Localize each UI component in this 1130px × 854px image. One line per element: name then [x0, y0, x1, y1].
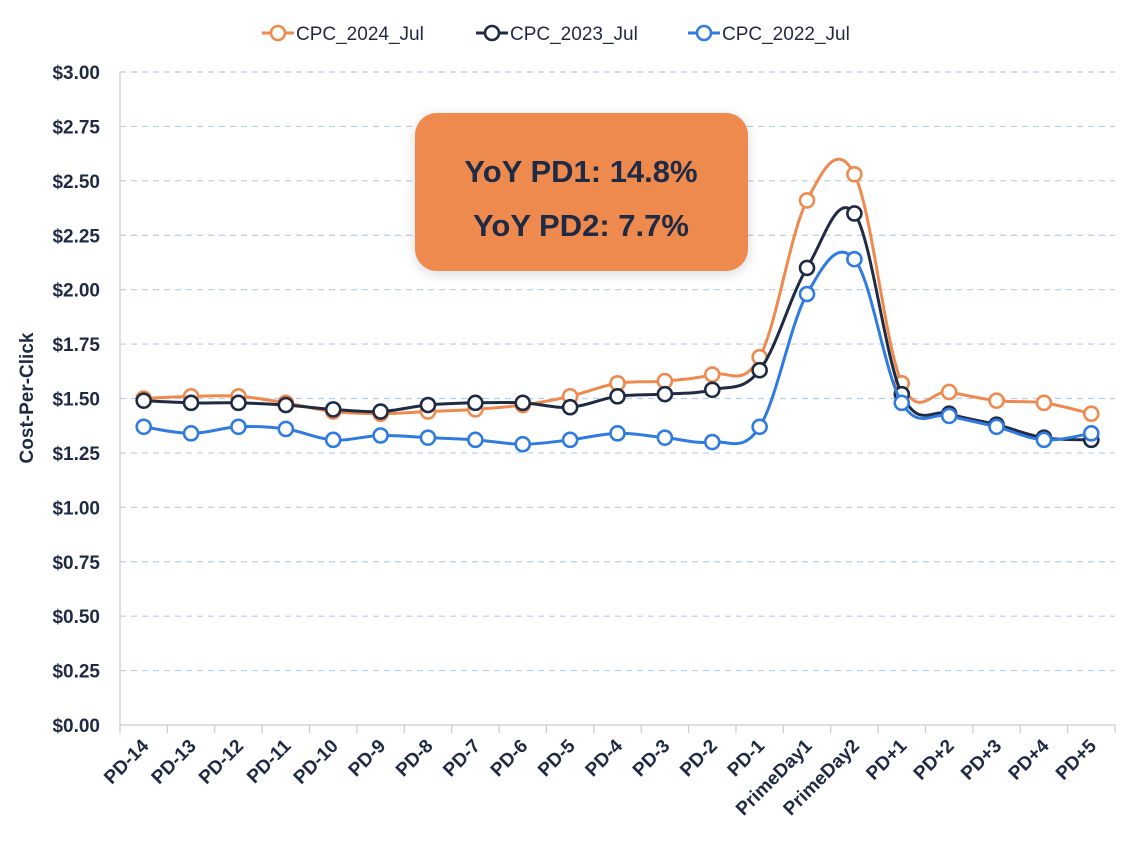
- x-tick-label: PD-8: [392, 736, 437, 781]
- data-point: [182, 394, 200, 412]
- x-tick-label: PD+1: [862, 735, 911, 784]
- x-tick-label: PD-2: [676, 736, 721, 781]
- data-point: [182, 425, 200, 442]
- x-tick-label: PD-6: [487, 736, 532, 781]
- data-point: [893, 394, 911, 412]
- legend-label: CPC_2024_Jul: [296, 24, 424, 45]
- series-line: [143, 206, 1092, 442]
- data-point: [419, 429, 437, 446]
- data-point: [940, 407, 958, 425]
- legend-item: CPC_2022_Jul: [688, 24, 850, 45]
- series-CPC_2022_Jul: [135, 250, 1100, 453]
- legend-item: CPC_2024_Jul: [262, 24, 424, 45]
- y-tick-label: $2.25: [52, 226, 100, 247]
- legend-label: CPC_2022_Jul: [722, 24, 850, 45]
- data-point: [703, 433, 721, 451]
- data-point: [846, 205, 863, 222]
- data-point: [372, 403, 389, 420]
- data-point: [277, 396, 295, 414]
- data-point: [703, 366, 721, 383]
- legend-marker: [483, 24, 501, 42]
- data-point: [467, 394, 484, 412]
- x-tick-label: PD-5: [534, 735, 580, 781]
- data-point: [1083, 405, 1100, 423]
- data-point: [1083, 425, 1100, 442]
- y-tick-label: $2.00: [52, 281, 100, 302]
- series-line: [143, 250, 1092, 446]
- annotation-line-2: YoY PD2: 7.7%: [473, 208, 689, 243]
- series-group: [135, 157, 1100, 453]
- data-point: [324, 401, 342, 418]
- x-tick-label: PD-14: [100, 735, 153, 788]
- data-point: [514, 394, 532, 412]
- data-point: [656, 429, 674, 446]
- x-tick-label: PD+5: [1052, 735, 1101, 784]
- legend: CPC_2024_Jul CPC_2023_Jul CPC_2022_Jul: [262, 24, 850, 45]
- data-point: [656, 385, 674, 403]
- x-tick-label: PD-4: [582, 735, 628, 781]
- y-tick-label: $0.75: [52, 553, 100, 574]
- x-tick-label: PD+4: [1005, 735, 1054, 784]
- data-point: [324, 431, 342, 449]
- legend-item: CPC_2023_Jul: [476, 24, 638, 45]
- data-point: [1035, 431, 1053, 449]
- annotation-background: [415, 113, 748, 271]
- data-point: [609, 425, 626, 442]
- y-tick-label: $0.50: [52, 607, 100, 628]
- y-tick-label: $2.50: [52, 172, 100, 193]
- data-point: [798, 259, 816, 277]
- x-tick-label: PD+2: [910, 736, 959, 785]
- y-tick-label: $3.00: [52, 63, 100, 84]
- data-point: [988, 418, 1005, 436]
- x-tick-label: PD-7: [439, 736, 484, 781]
- data-point: [751, 361, 768, 379]
- x-tick-label: PD-10: [290, 736, 343, 789]
- y-axis-label: Cost-Per-Click: [17, 332, 38, 463]
- data-point: [798, 192, 816, 209]
- data-point: [514, 435, 532, 453]
- y-tick-label: $2.75: [52, 117, 100, 138]
- data-point: [1035, 394, 1053, 412]
- data-point: [846, 166, 863, 183]
- y-tick-label: $0.25: [52, 662, 100, 683]
- data-point: [230, 418, 247, 436]
- x-tick-label: PD-9: [345, 736, 390, 781]
- x-tick-label: PD-11: [243, 735, 295, 787]
- y-tick-label: $1.50: [52, 390, 100, 411]
- legend-marker: [269, 24, 287, 42]
- data-point: [135, 392, 152, 409]
- legend-label: CPC_2023_Jul: [510, 24, 638, 45]
- x-tick-label: PD-13: [148, 736, 201, 789]
- y-tick-label: $1.25: [52, 444, 100, 465]
- x-tick-label: PD+3: [957, 736, 1006, 785]
- data-point: [561, 398, 579, 416]
- annotation-line-1: YoY PD1: 14.8%: [464, 154, 697, 189]
- y-tick-label: $0.00: [52, 716, 100, 737]
- data-point: [135, 418, 152, 436]
- data-point: [467, 431, 484, 449]
- x-tick-label: PD-12: [195, 736, 248, 789]
- annotation-box: YoY PD1: 14.8% YoY PD2: 7.7%: [415, 113, 748, 271]
- data-point: [372, 427, 389, 444]
- data-point: [419, 396, 437, 414]
- data-point: [751, 418, 768, 436]
- series-CPC_2023_Jul: [135, 205, 1100, 449]
- y-tick-label: $1.75: [52, 335, 100, 356]
- data-point: [846, 250, 863, 268]
- data-point: [798, 285, 816, 303]
- data-point: [230, 394, 247, 412]
- x-tick-label: PD-3: [629, 736, 674, 781]
- data-point: [988, 392, 1005, 409]
- data-point: [940, 383, 958, 401]
- data-point: [277, 420, 295, 438]
- legend-marker: [695, 24, 713, 42]
- data-point: [703, 381, 721, 399]
- data-point: [561, 431, 579, 449]
- data-point: [609, 388, 626, 405]
- y-axis: $0.00 $0.25 $0.50 $0.75 $1.00 $1.25 $1.50 $1.75…: [52, 63, 100, 737]
- y-tick-label: $1.00: [52, 498, 100, 519]
